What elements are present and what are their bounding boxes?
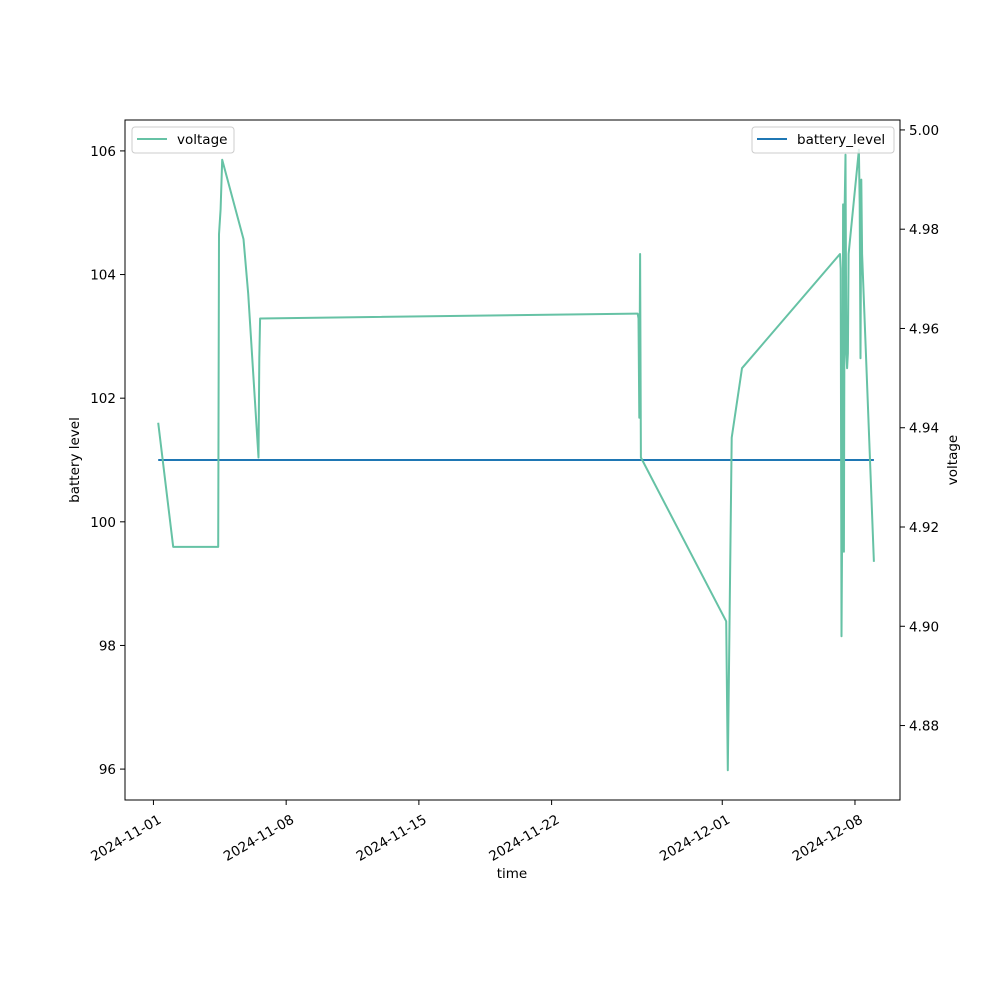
y-right-axis-label: voltage [945,435,961,485]
y-left-tick-label: 102 [90,391,116,407]
legend-voltage: voltage [131,126,235,154]
legend-voltage-box [131,126,235,154]
x-axis-label: time [497,866,528,882]
legend-battery-box [751,126,895,154]
plot-layer [157,148,875,772]
y-right-tick-label: 4.90 [909,619,939,635]
y-right-axis: 4.88 4.90 4.92 4.94 4.96 4.98 5.00 [900,123,939,735]
y-left-tick-label: 106 [90,144,116,160]
y-left-tick-label: 98 [99,638,116,654]
y-right-tick-label: 5.00 [909,123,939,139]
y-right-tick-label: 4.88 [909,719,939,735]
legend-battery-label: battery_level [797,132,885,148]
y-right-tick-label: 4.96 [909,321,939,337]
y-right-tick-label: 4.94 [909,421,939,437]
legend-voltage-label: voltage [177,132,227,148]
y-right-tick-label: 4.92 [909,520,939,536]
legend-battery: battery_level [751,126,895,154]
y-left-tick-label: 100 [90,515,116,531]
y-left-tick-label: 104 [90,268,116,284]
series-line-voltage [157,148,875,772]
y-left-axis: 96 98 100 102 104 106 [90,144,125,778]
plot-frame [124,119,901,801]
y-right-tick-label: 4.98 [909,222,939,238]
y-left-tick-label: 96 [99,762,116,778]
y-left-axis-label: battery level [67,417,83,503]
